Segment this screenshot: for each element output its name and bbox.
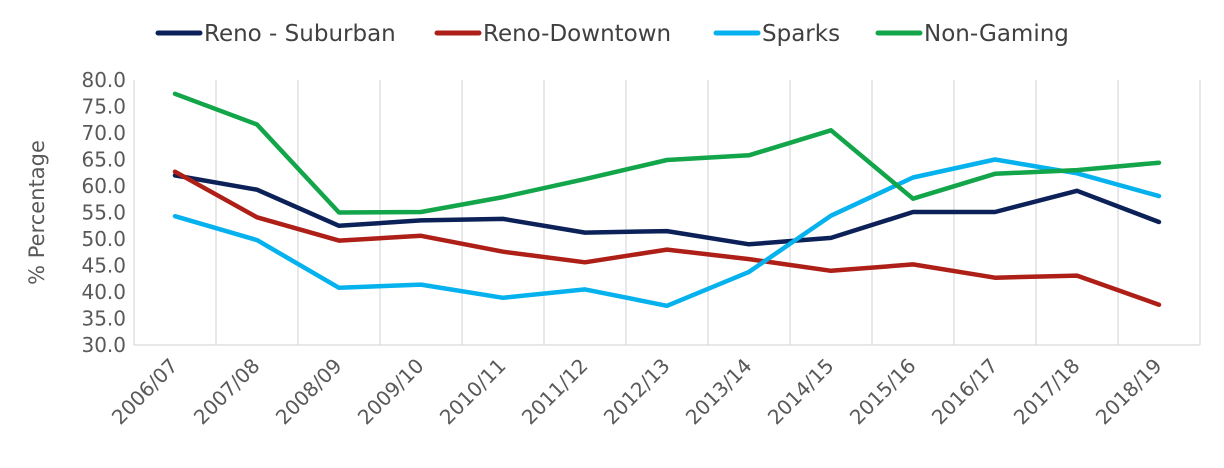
x-tick-label: 2008/09	[271, 354, 347, 430]
legend: Reno - Suburban Reno-Downtown Sparks Non-Ga…	[155, 21, 1069, 47]
y-tick-label: 60.0	[81, 174, 126, 198]
legend-label: Sparks	[762, 21, 840, 47]
y-tick-label: 40.0	[81, 280, 126, 304]
legend-label: Non-Gaming	[924, 21, 1069, 47]
x-tick-label: 2014/15	[763, 354, 839, 430]
x-tick-label: 2018/19	[1091, 354, 1167, 430]
legend-label: Reno - Suburban	[204, 21, 396, 47]
legend-label: Reno-Downtown	[483, 21, 671, 47]
x-tick-label: 2015/16	[845, 354, 921, 430]
x-tick-label: 2012/13	[599, 354, 675, 430]
x-axis: 2006/07 2007/08 2008/09 2009/10 2010/11 2011/…	[107, 354, 1167, 430]
x-tick-label: 2013/14	[681, 354, 757, 430]
x-tick-label: 2011/12	[517, 354, 593, 430]
x-tick-label: 2010/11	[435, 354, 511, 430]
series-line	[172, 169, 1162, 307]
gridlines	[133, 80, 1201, 345]
y-tick-label: 35.0	[81, 307, 126, 331]
y-tick-label: 65.0	[81, 148, 126, 172]
x-tick-label: 2007/08	[189, 354, 265, 430]
y-tick-label: 30.0	[81, 333, 126, 357]
y-tick-label: 80.0	[81, 68, 126, 92]
series-line	[172, 157, 1162, 309]
series-line	[172, 173, 1162, 247]
x-tick-label: 2009/10	[353, 354, 429, 430]
y-tick-label: 75.0	[81, 95, 126, 119]
y-axis-title: % Percentage	[25, 140, 49, 285]
x-tick-label: 2006/07	[107, 354, 183, 430]
y-tick-label: 70.0	[81, 121, 126, 145]
series-group	[172, 91, 1162, 309]
series-line	[172, 91, 1162, 215]
y-tick-label: 45.0	[81, 254, 126, 278]
y-tick-label: 55.0	[81, 201, 126, 225]
y-axis: 30.035.0 40.045.0 50.055.0 60.065.0 70.075.0…	[81, 68, 126, 357]
x-tick-label: 2017/18	[1009, 354, 1085, 430]
x-tick-label: 2016/17	[927, 354, 1003, 430]
y-tick-label: 50.0	[81, 227, 126, 251]
